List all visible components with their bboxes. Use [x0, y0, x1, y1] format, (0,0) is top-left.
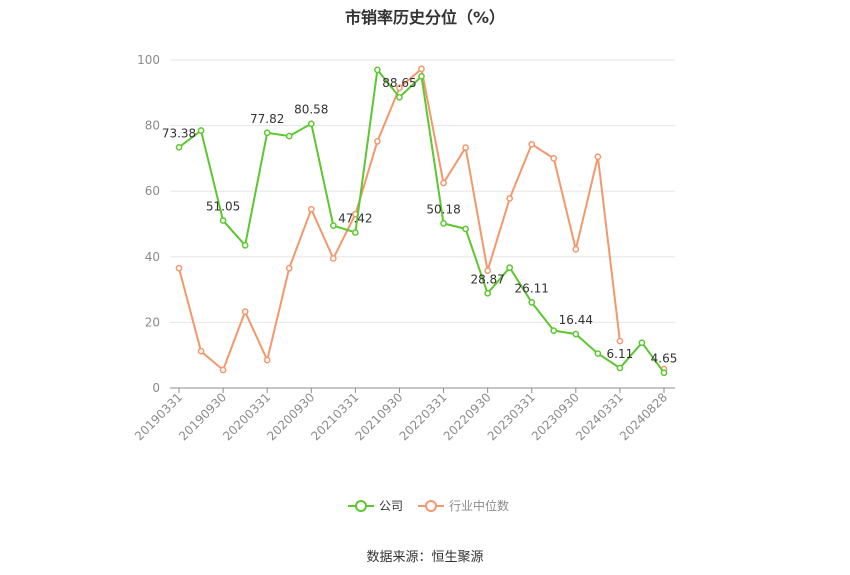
industry-point	[550, 155, 558, 162]
industry-point	[572, 245, 580, 253]
company-point	[528, 299, 536, 306]
industry-point	[241, 308, 249, 315]
industry-point	[616, 337, 624, 345]
legend-marker	[425, 500, 437, 512]
company-point	[197, 127, 205, 134]
company-point	[616, 364, 624, 372]
industry-point	[285, 264, 293, 272]
y-tick-label: 80	[145, 119, 160, 133]
legend-label: 公司	[379, 499, 403, 513]
legend: 公司 行业中位数	[348, 498, 509, 513]
industry-point	[440, 179, 447, 187]
company-point	[550, 327, 558, 334]
data-label: 80.58	[294, 103, 328, 117]
company-point	[396, 93, 403, 101]
data-source: 数据来源：恒生聚源	[366, 550, 484, 565]
company-point	[241, 241, 249, 249]
industry-point	[263, 356, 271, 364]
company-point	[440, 220, 447, 227]
company-point	[329, 222, 337, 229]
company-point	[352, 229, 359, 236]
company-point	[484, 289, 491, 297]
industry-point	[197, 347, 205, 355]
industry-point	[396, 84, 403, 92]
company-point	[418, 73, 425, 80]
data-label: 50.18	[426, 202, 460, 216]
company-point	[175, 143, 183, 151]
data-label: 73.38	[162, 126, 196, 140]
industry-point	[418, 65, 425, 73]
company-point	[638, 339, 646, 347]
industry-point	[462, 144, 469, 151]
y-tick-label: 60	[145, 184, 160, 198]
series-lines	[175, 65, 668, 377]
company-point	[506, 264, 514, 271]
company-point	[462, 225, 469, 233]
company-point	[263, 129, 271, 137]
company-point	[285, 132, 293, 140]
company-point	[307, 120, 315, 128]
data-labels: 73.38 51.05 77.82 80.58 47.42 88.65 50.18 28.87…	[162, 76, 678, 366]
industry-point	[484, 267, 491, 274]
industry-point	[506, 195, 514, 202]
company-point	[594, 350, 602, 357]
data-label: 88.65	[382, 76, 416, 90]
data-label: 28.87	[470, 272, 504, 286]
data-label: 77.82	[250, 112, 284, 126]
company-point	[219, 217, 227, 224]
data-label: 6.11	[607, 347, 634, 361]
data-label: 26.11	[515, 281, 549, 295]
y-tick-label: 20	[145, 315, 160, 329]
y-tick-label: 40	[145, 250, 160, 264]
industry-point	[528, 140, 536, 148]
industry-point	[175, 264, 183, 272]
y-tick-label: 100	[137, 53, 160, 67]
company-point	[660, 369, 668, 377]
grid-lines	[170, 59, 675, 323]
industry-point	[307, 205, 315, 213]
data-label: 16.44	[559, 313, 593, 327]
legend-marker	[355, 500, 367, 512]
y-tick-label: 0	[152, 381, 160, 395]
industry-point	[329, 255, 337, 262]
chart-title: 市销率历史分位（%）	[344, 8, 506, 27]
company-point	[572, 330, 580, 338]
data-label: 47.42	[338, 211, 372, 225]
y-axis-ticks: 0 20 40 60 80 100	[137, 53, 160, 395]
x-tick-label: 20240828	[617, 390, 670, 443]
legend-label: 行业中位数	[449, 498, 509, 513]
x-axis-ticks: 2019033120190930202003312020093020210331…	[132, 388, 670, 443]
industry-point	[594, 153, 602, 161]
company-point	[374, 66, 381, 74]
industry-point	[374, 137, 381, 145]
industry-point	[219, 366, 227, 374]
data-label: 4.65	[651, 352, 678, 366]
data-label: 51.05	[206, 200, 240, 214]
